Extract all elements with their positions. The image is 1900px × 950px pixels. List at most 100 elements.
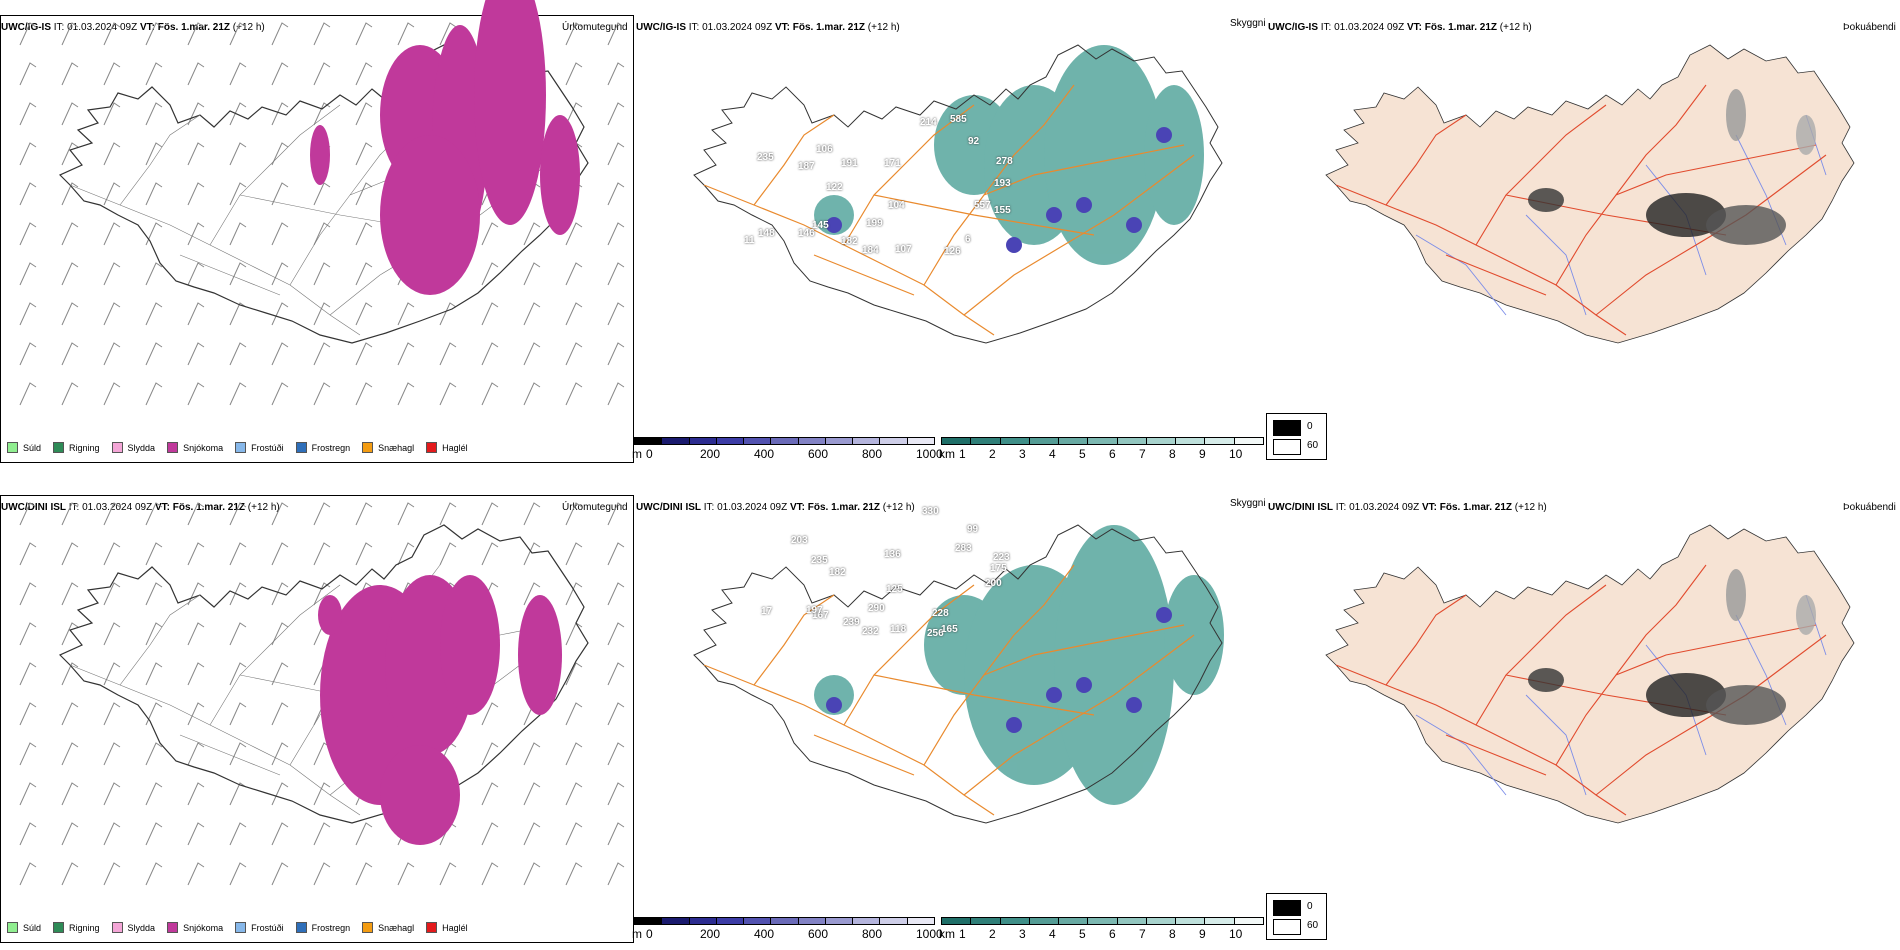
colorbar-segment bbox=[1204, 917, 1235, 925]
wind-barb bbox=[145, 822, 163, 846]
wind-barb bbox=[313, 22, 331, 46]
wind-barb bbox=[19, 702, 37, 726]
wind-barb bbox=[187, 742, 205, 766]
colorbar-segment bbox=[661, 917, 690, 925]
glacier-area bbox=[1076, 197, 1092, 213]
low-visibility-area bbox=[814, 195, 854, 235]
wind-barb bbox=[103, 622, 121, 646]
elevation-value-label: 283 bbox=[955, 543, 972, 554]
colorbar-tick: 400 bbox=[754, 927, 775, 941]
precip-panel-name-2: Úrkomutegund bbox=[562, 502, 628, 513]
glacier-area bbox=[1156, 127, 1172, 143]
wind-barb bbox=[565, 542, 583, 566]
wind-barb bbox=[313, 182, 331, 206]
legend-swatch bbox=[167, 442, 179, 453]
precip-map-2 bbox=[19, 502, 625, 886]
colorbar-segment bbox=[634, 917, 663, 925]
colorbar-segment bbox=[1087, 437, 1118, 445]
wind-barb bbox=[313, 382, 331, 406]
wind-barb bbox=[145, 742, 163, 766]
wind-barb bbox=[355, 542, 373, 566]
wind-barb bbox=[103, 542, 121, 566]
elevation-value-label: 203 bbox=[791, 535, 808, 546]
wind-barb bbox=[607, 302, 625, 326]
wind-barb bbox=[607, 622, 625, 646]
wind-barb bbox=[145, 862, 163, 886]
fog-legend: 0 60 bbox=[1266, 413, 1327, 460]
wind-barb bbox=[565, 342, 583, 366]
wind-barb bbox=[481, 862, 499, 886]
wind-barb bbox=[271, 502, 289, 526]
elevation-value-label: 136 bbox=[884, 549, 901, 560]
wind-barb bbox=[355, 222, 373, 246]
wind-barb bbox=[61, 182, 79, 206]
glacier-area bbox=[1126, 217, 1142, 233]
wind-barb bbox=[103, 742, 121, 766]
wind-barb bbox=[229, 182, 247, 206]
wind-barb bbox=[19, 302, 37, 326]
snow-area bbox=[310, 125, 330, 185]
colorbar-segment bbox=[824, 437, 854, 445]
wind-barb bbox=[103, 102, 121, 126]
wind-barb bbox=[19, 382, 37, 406]
wind-barb bbox=[103, 302, 121, 326]
wind-barb bbox=[61, 862, 79, 886]
snow-area bbox=[540, 115, 580, 235]
wind-barb bbox=[355, 342, 373, 366]
elevation-value-label: 6 bbox=[965, 234, 971, 245]
colorbar-tick: 800 bbox=[862, 927, 883, 941]
wind-barb bbox=[145, 502, 163, 526]
legend-swatch bbox=[111, 442, 123, 453]
colorbar-tick: 3 bbox=[1019, 927, 1026, 941]
wind-barb bbox=[61, 222, 79, 246]
colorbar-segment bbox=[941, 437, 972, 445]
fog-swatch-0 bbox=[1273, 900, 1301, 916]
elevation-value-label: 290 bbox=[868, 603, 885, 614]
wind-barb bbox=[103, 782, 121, 806]
wind-barb bbox=[481, 502, 499, 526]
fog-area bbox=[1646, 673, 1726, 717]
colorbar-segment bbox=[715, 917, 745, 925]
wind-barb bbox=[607, 142, 625, 166]
wind-barb bbox=[607, 22, 625, 46]
colorbar-tick: 6 bbox=[1109, 447, 1116, 461]
elevation-value-label: 104 bbox=[888, 200, 905, 211]
wind-barb bbox=[187, 862, 205, 886]
wind-barb bbox=[565, 662, 583, 686]
wind-barb bbox=[607, 582, 625, 606]
legend-swatch bbox=[362, 922, 374, 933]
wind-barb bbox=[481, 222, 499, 246]
wind-barb bbox=[103, 822, 121, 846]
low-visibility-area bbox=[1144, 85, 1204, 225]
colorbar-tick: 4 bbox=[1049, 927, 1056, 941]
wind-barb bbox=[355, 22, 373, 46]
wind-barb bbox=[313, 782, 331, 806]
fog-area bbox=[1796, 115, 1816, 155]
colorbar-unit: m bbox=[632, 927, 642, 941]
wind-barb bbox=[19, 542, 37, 566]
visibility-colorbar-2: km 1 2 3 4 5 6 7 8 9 10 bbox=[939, 917, 1264, 947]
vis-panel-title: UWC/IG-IS IT: 01.03.2024 09Z VT: Fös. 1.… bbox=[636, 22, 900, 33]
fog-area bbox=[1646, 193, 1726, 237]
wind-barb bbox=[397, 382, 415, 406]
wind-barb bbox=[187, 302, 205, 326]
glacier-area bbox=[1006, 237, 1022, 253]
vis-map bbox=[693, 44, 1223, 344]
colorbar-segment bbox=[1058, 917, 1089, 925]
wind-barb bbox=[145, 302, 163, 326]
elevation-value-label: 92 bbox=[968, 136, 980, 147]
legend-item-frostregn: Frostregn bbox=[295, 442, 350, 453]
colorbar-unit: km bbox=[939, 927, 955, 941]
wind-barb bbox=[607, 102, 625, 126]
wind-barb bbox=[355, 302, 373, 326]
colorbar-tick: 400 bbox=[754, 447, 775, 461]
elevation-value-label: 191 bbox=[841, 158, 858, 169]
legend-swatch bbox=[426, 922, 438, 933]
wind-barb bbox=[61, 702, 79, 726]
colorbar-tick: 1000 bbox=[916, 447, 943, 461]
wind-barb bbox=[145, 262, 163, 286]
colorbar-tick: 10 bbox=[1229, 927, 1243, 941]
wind-barb bbox=[187, 22, 205, 46]
wind-barb bbox=[19, 102, 37, 126]
wind-barb bbox=[565, 822, 583, 846]
